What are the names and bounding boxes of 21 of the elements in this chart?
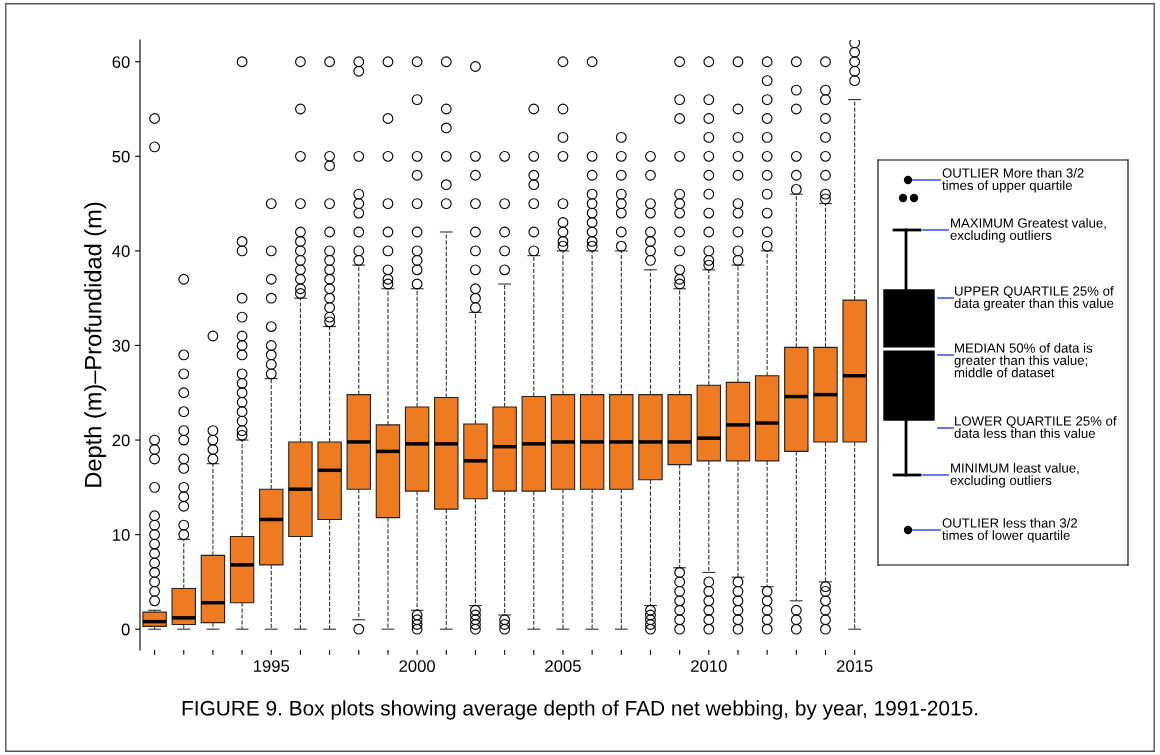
text: UPPER QUARTILE 25% of data greater than this value [954,286,1114,311]
y-tick-label: 30 [112,339,130,352]
y-tick-label: 60 [112,56,130,68]
text: OUTLIER More than 3/2 times of upper quartile [942,168,1084,193]
y-tick-label: 20 [112,434,130,447]
text: LOWER QUARTILE 25% of data less than this value [954,416,1117,438]
y-tick-label: 50 [112,150,130,163]
text: OUTLIER less than 3/2 times of lower quartile [942,518,1078,543]
x-tick-label: 2010 [691,660,727,672]
caption: FIGURE 9. Box plots showing average depth of FAD net webbing, by year, 1991-2015. [182,700,978,720]
text: MINIMUM least value, excluding outliers [950,463,1079,488]
x-tick-label: 1995 [254,660,290,672]
x-tick-label: 2000 [399,660,435,672]
y-tick-label: 40 [112,245,130,258]
y-axis-title: Depth (m)–Profundidad (m) [84,202,107,487]
y-tick-label: 0 [121,623,130,636]
y-tick-label: 10 [113,529,130,541]
x-tick-label: 2015 [836,660,873,672]
text: MAXIMUM Greatest value, excluding outliers [950,218,1106,243]
x-tick-label: 2005 [545,660,581,672]
text: MEDIAN 50% of data is greater than this value; middle of dataset [954,343,1093,378]
